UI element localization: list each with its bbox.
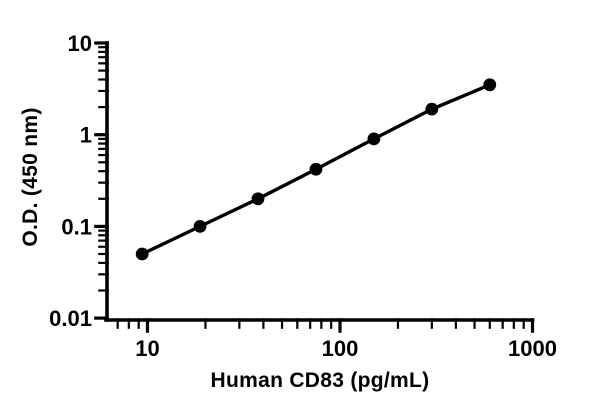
y-tick-label: 0.01: [49, 306, 92, 331]
data-point-marker: [483, 78, 497, 92]
x-tick-label: 1000: [508, 336, 557, 361]
x-axis-title: Human CD83 (pg/mL): [210, 369, 430, 392]
data-point-marker: [425, 102, 439, 116]
data-point-marker: [135, 247, 149, 261]
data-point-marker: [251, 192, 265, 206]
data-point-marker: [193, 220, 207, 233]
data-point-marker: [367, 132, 381, 146]
y-tick-label: 10: [68, 31, 92, 56]
y-axis-title: O.D. (450 nm): [19, 107, 42, 247]
x-tick-label: 10: [135, 336, 159, 361]
data-point-marker: [309, 162, 323, 176]
x-tick-label: 100: [322, 336, 359, 361]
y-tick-label: 1: [80, 123, 92, 148]
y-tick-label: 0.1: [61, 214, 92, 239]
